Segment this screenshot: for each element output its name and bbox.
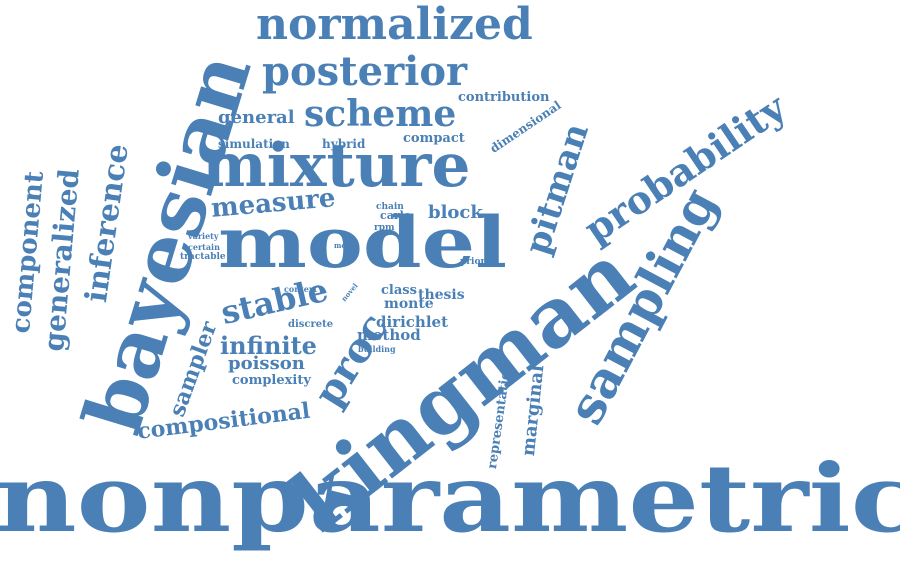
word-certain: certain xyxy=(188,242,220,252)
word-tractable: tractable xyxy=(180,252,226,262)
word-normalized: normalized xyxy=(256,0,533,50)
word-discrete: discrete xyxy=(288,319,334,330)
word-model: model xyxy=(218,201,508,284)
word-rpm: rpm xyxy=(374,223,395,233)
word-nonparametric: nonparametric xyxy=(0,444,900,554)
word-carlo: carlo xyxy=(380,209,412,222)
word-variety: variety xyxy=(188,231,219,241)
word-scheme: scheme xyxy=(304,93,457,135)
word-context: context xyxy=(284,284,318,294)
word-monte: monte xyxy=(384,296,434,312)
word-simulation: simulation xyxy=(218,137,290,151)
word-contribution: contribution xyxy=(458,90,550,105)
word-hybrid: hybrid xyxy=(322,137,366,151)
word-thesis: thesis xyxy=(418,287,465,303)
word-dirichlet: dirichlet xyxy=(376,313,448,331)
word-class: class xyxy=(381,283,417,298)
word-building: building xyxy=(358,344,396,354)
word-general: general xyxy=(218,107,295,128)
word-novel: novel xyxy=(339,281,360,304)
word-mixture: mixture xyxy=(202,131,471,201)
word-posterior: posterior xyxy=(262,48,468,95)
word-prior: prior xyxy=(460,257,486,267)
word-complexity: complexity xyxy=(232,373,311,388)
word-most: most xyxy=(334,241,354,250)
word-method: method xyxy=(357,326,421,344)
word-infinite: infinite xyxy=(220,331,317,360)
word-chain: chain xyxy=(376,202,404,212)
word-block: block xyxy=(428,202,483,223)
word-poisson: poisson xyxy=(228,353,305,374)
word-compact: compact xyxy=(403,131,465,146)
